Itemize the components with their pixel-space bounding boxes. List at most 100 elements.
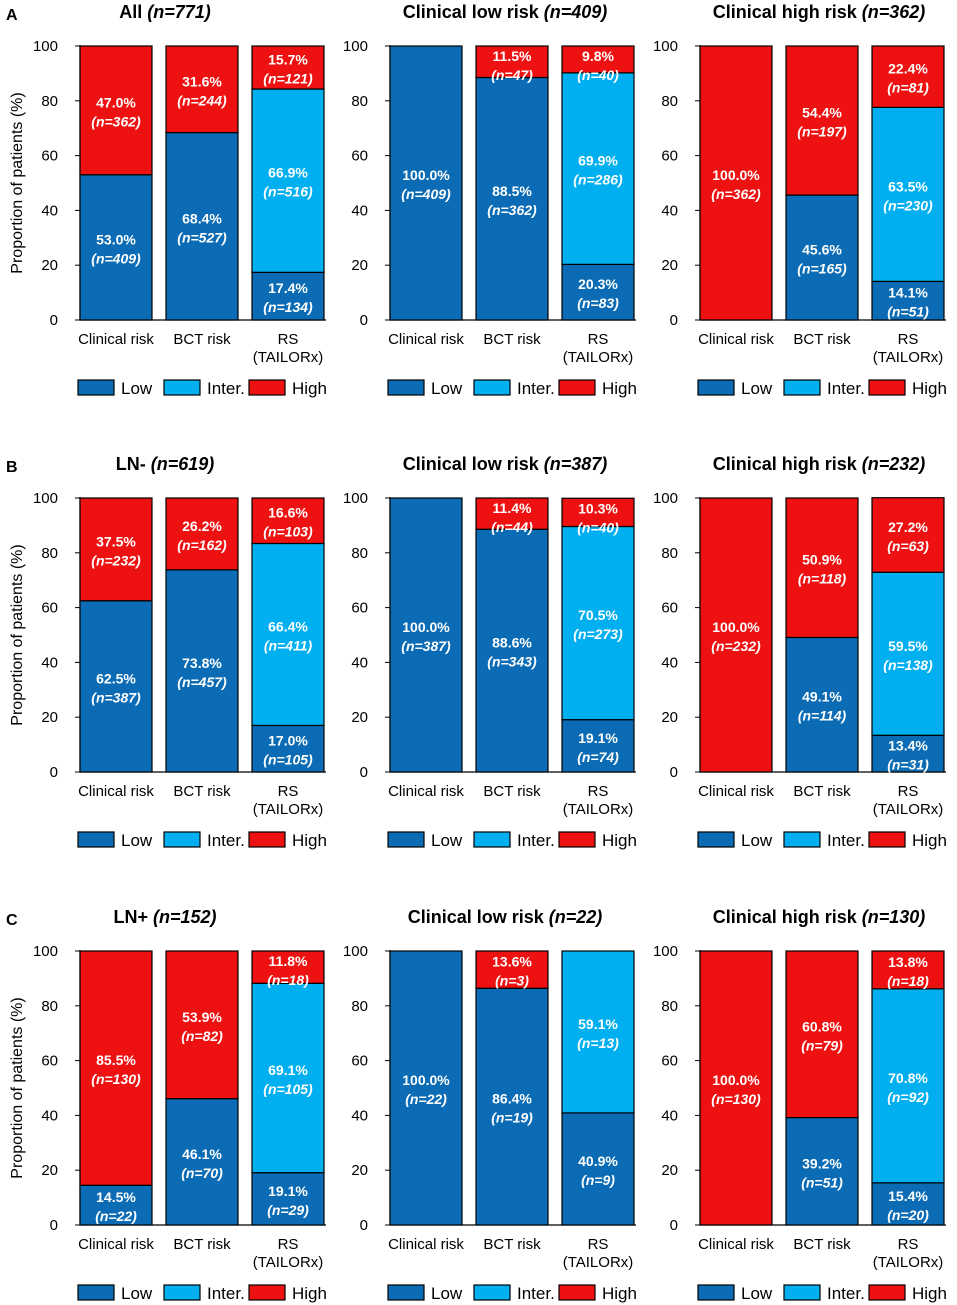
legend-label-inter: Inter. [517,1284,555,1303]
y-tick-label: 0 [360,1217,368,1234]
y-tick-label: 40 [661,1107,678,1124]
data-label-pct: 13.4% [888,738,928,754]
bar-segment-high [165,45,239,134]
legend: Low Inter. High [697,379,947,398]
y-tick-label: 60 [351,1053,368,1070]
y-tick-label: 0 [50,764,58,781]
chart-title-n: (n=22) [549,907,603,927]
legend-label-inter: Inter. [517,379,555,398]
chart-title-text: LN+ [113,907,153,927]
y-tick-label: 0 [50,1217,58,1234]
chart-title: Clinical high risk (n=362) [713,2,926,22]
legend-label-high: High [292,831,327,850]
data-label-n: (n=103) [263,524,313,540]
data-label-n: (n=70) [181,1165,223,1181]
data-label-n: (n=362) [711,186,761,202]
y-tick-label: 100 [33,38,58,55]
legend-label-low: Low [431,831,463,850]
data-label-high: 50.9% (n=118) [798,552,847,587]
bar-segment-low [251,271,325,321]
chart-C-3: Clinical high risk (n=130) 0 20 40 60 80 100 10… [653,907,947,1303]
data-label-low: 20.3% (n=83) [577,276,619,311]
data-label-inter: 66.4% (n=411) [264,618,313,653]
y-tick-label: 20 [41,709,58,726]
data-label-low: 19.1% (n=74) [577,730,619,765]
y-tick-label: 60 [351,600,368,617]
data-label-high: 11.5% (n=47) [491,48,533,83]
legend-label-inter: Inter. [207,1284,245,1303]
y-tick-label: 0 [360,764,368,781]
y-tick-label: 80 [661,545,678,562]
data-label-inter: 59.5% (n=138) [883,638,933,673]
y-tick-label: 60 [351,148,368,165]
bar-segment-low [785,194,859,321]
bar-segment-low [871,1182,945,1226]
bar-segment-high [251,45,325,90]
bar-segment-low [251,724,325,773]
x-category-label: Clinical risk [388,783,464,800]
legend-swatch-low [697,1284,735,1301]
category-line: RS [898,783,919,800]
chart-title: LN+ (n=152) [113,907,216,927]
y-tick-label: 60 [41,600,58,617]
data-label-n: (n=232) [711,638,761,654]
y-tick-label: 80 [41,545,58,562]
data-label-n: (n=44) [491,519,533,535]
y-tick-label: 20 [351,257,368,274]
data-label-pct: 85.5% [96,1052,136,1068]
x-category-label: RS (TAILORx) [253,331,324,366]
y-tick-label: 80 [351,998,368,1015]
data-label-n: (n=411) [264,637,313,653]
chart-C-1: LN+ (n=152) 0 20 40 60 80 100 14.5% (n=22) 85.5% (… [33,907,327,1303]
legend-label-high: High [292,379,327,398]
data-label-pct: 11.5% [493,48,532,64]
x-category-label: RS (TAILORx) [253,1236,324,1271]
data-label-inter: 70.5% (n=273) [573,607,623,642]
bar-segment-inter [561,950,635,1114]
data-label-n: (n=51) [887,304,929,320]
data-label-pct: 13.8% [888,954,928,970]
data-label-n: (n=118) [798,571,847,587]
data-label-pct: 19.1% [578,730,618,746]
legend-label-inter: Inter. [827,831,865,850]
x-category-label: RS (TAILORx) [873,331,944,366]
bar-segment-low [389,45,463,321]
data-label-pct: 70.5% [578,607,618,623]
chart-title: All (n=771) [119,2,211,22]
x-category-label: BCT risk [793,783,851,800]
y-tick-label: 40 [661,202,678,219]
legend-swatch-high [868,1284,906,1301]
legend-label-inter: Inter. [827,1284,865,1303]
legend-label-low: Low [121,379,153,398]
x-category-label: BCT risk [483,331,541,348]
legend-swatch-low [387,1284,425,1301]
data-label-n: (n=286) [573,172,623,188]
bar-segment-high [871,950,945,990]
bar-segment-high [251,497,325,545]
chart-title-text: Clinical high risk [713,2,862,22]
data-label-n: (n=527) [177,229,227,245]
data-label-n: (n=3) [495,973,529,989]
y-tick-label: 20 [661,709,678,726]
data-label-pct: 40.9% [578,1153,618,1169]
data-label-pct: 15.4% [888,1188,928,1204]
data-label-low: 13.4% (n=31) [887,738,929,773]
data-label-n: (n=31) [887,757,929,773]
y-tick-label: 80 [661,998,678,1015]
y-tick-label: 40 [41,654,58,671]
data-label-pct: 100.0% [712,1072,760,1088]
data-label-high: 47.0% (n=362) [91,94,141,129]
legend-label-high: High [292,1284,327,1303]
bar-segment-high [785,950,859,1119]
data-label-high: 100.0% (n=130) [711,1072,761,1107]
x-category-label: Clinical risk [698,783,774,800]
x-category-label: Clinical risk [78,783,154,800]
legend-swatch-high [248,379,286,396]
x-category-label: RS (TAILORx) [873,1236,944,1271]
data-label-n: (n=19) [491,1110,533,1126]
data-label-pct: 63.5% [888,178,928,194]
data-label-high: 26.2% (n=162) [177,518,227,553]
x-category-label: RS (TAILORx) [873,783,944,818]
legend: Low Inter. High [77,831,327,850]
